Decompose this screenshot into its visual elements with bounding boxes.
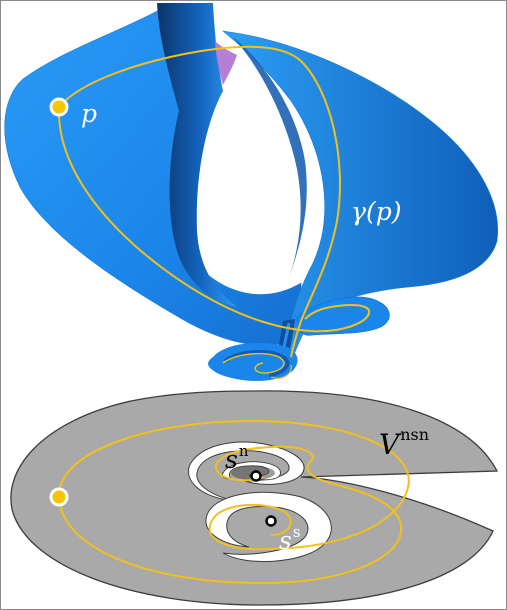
label-V-nsn: Vnsn [379, 427, 429, 461]
orbit-gamma-lower [57, 419, 410, 551]
surface-right-inner-sheet [233, 37, 307, 283]
label-s-n-sup: n [238, 442, 249, 460]
point-p-marker [49, 97, 69, 117]
label-gamma-p: γ(p) [351, 197, 402, 226]
region-V-nsn [10, 390, 499, 606]
fixed-point-s-s [265, 515, 277, 527]
invariant-surface [4, 3, 499, 381]
label-s-n-base: s [225, 445, 238, 474]
label-s-s-sup: s [292, 523, 301, 541]
surface-dark-sheet [157, 3, 237, 307]
label-s-s-base: s [279, 526, 292, 555]
label-V-sup: nsn [400, 425, 430, 444]
label-p: p [81, 99, 98, 128]
fixed-point-s-n [250, 470, 262, 482]
surface-violet-patch [215, 41, 237, 85]
point-p-disk-marker [49, 487, 69, 507]
label-s-n: sn [225, 444, 249, 474]
label-s-s: ss [279, 525, 301, 555]
orbit-gamma-upper [57, 106, 371, 333]
label-V-base: V [379, 428, 400, 461]
surface-small-spiral [208, 342, 298, 381]
